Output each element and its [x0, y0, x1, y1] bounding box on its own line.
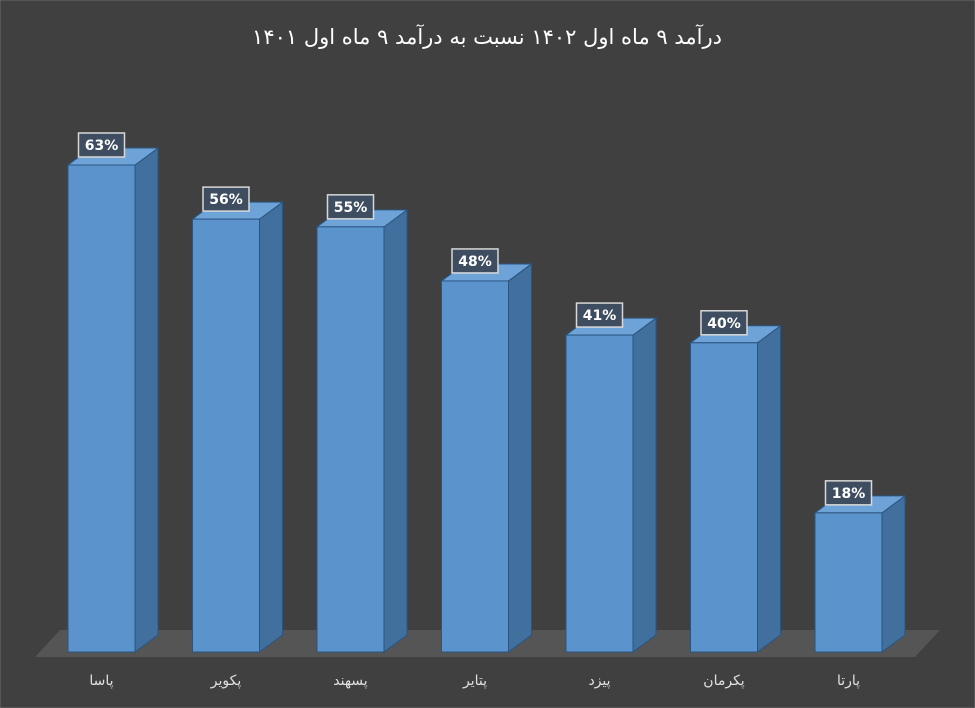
value-label: 41% — [583, 308, 617, 324]
bar-side — [383, 208, 408, 653]
chart-title: درآمد ۹ ماه اول ۱۴۰۲ نسبت به درآمد ۹ ماه… — [252, 24, 722, 49]
value-label: 40% — [707, 316, 741, 332]
value-label: 63% — [85, 138, 119, 154]
x-tick-label: پتایر — [462, 673, 487, 689]
bar-side — [508, 262, 532, 653]
bar — [192, 218, 260, 653]
value-label-box — [700, 310, 748, 336]
bar — [316, 226, 385, 653]
x-tick-label: پسهند — [333, 673, 368, 689]
bar — [67, 164, 136, 653]
bar-side — [632, 317, 657, 653]
bar-side — [259, 201, 283, 653]
bar — [441, 280, 509, 653]
x-tick-label: پیزد — [588, 673, 610, 689]
x-tick-label: پارتا — [837, 673, 860, 689]
bar-side — [881, 494, 906, 653]
value-label-box — [326, 194, 375, 220]
bar-side — [134, 147, 159, 653]
value-label-box — [451, 248, 499, 274]
value-label: 18% — [832, 486, 866, 502]
value-label-box — [202, 186, 250, 212]
x-tick-label: پکرمان — [703, 673, 745, 689]
value-label-box — [824, 480, 873, 506]
x-tick-label: پکویر — [210, 673, 242, 689]
value-label: 55% — [334, 200, 368, 216]
x-tick-label: پاسا — [89, 673, 113, 689]
value-label-box — [575, 302, 624, 328]
bar — [565, 334, 634, 653]
bar-side — [757, 324, 781, 653]
value-label-box — [77, 132, 126, 158]
bar — [690, 342, 758, 653]
value-label: 56% — [209, 192, 243, 208]
bar — [814, 512, 883, 653]
value-label: 48% — [458, 254, 492, 270]
